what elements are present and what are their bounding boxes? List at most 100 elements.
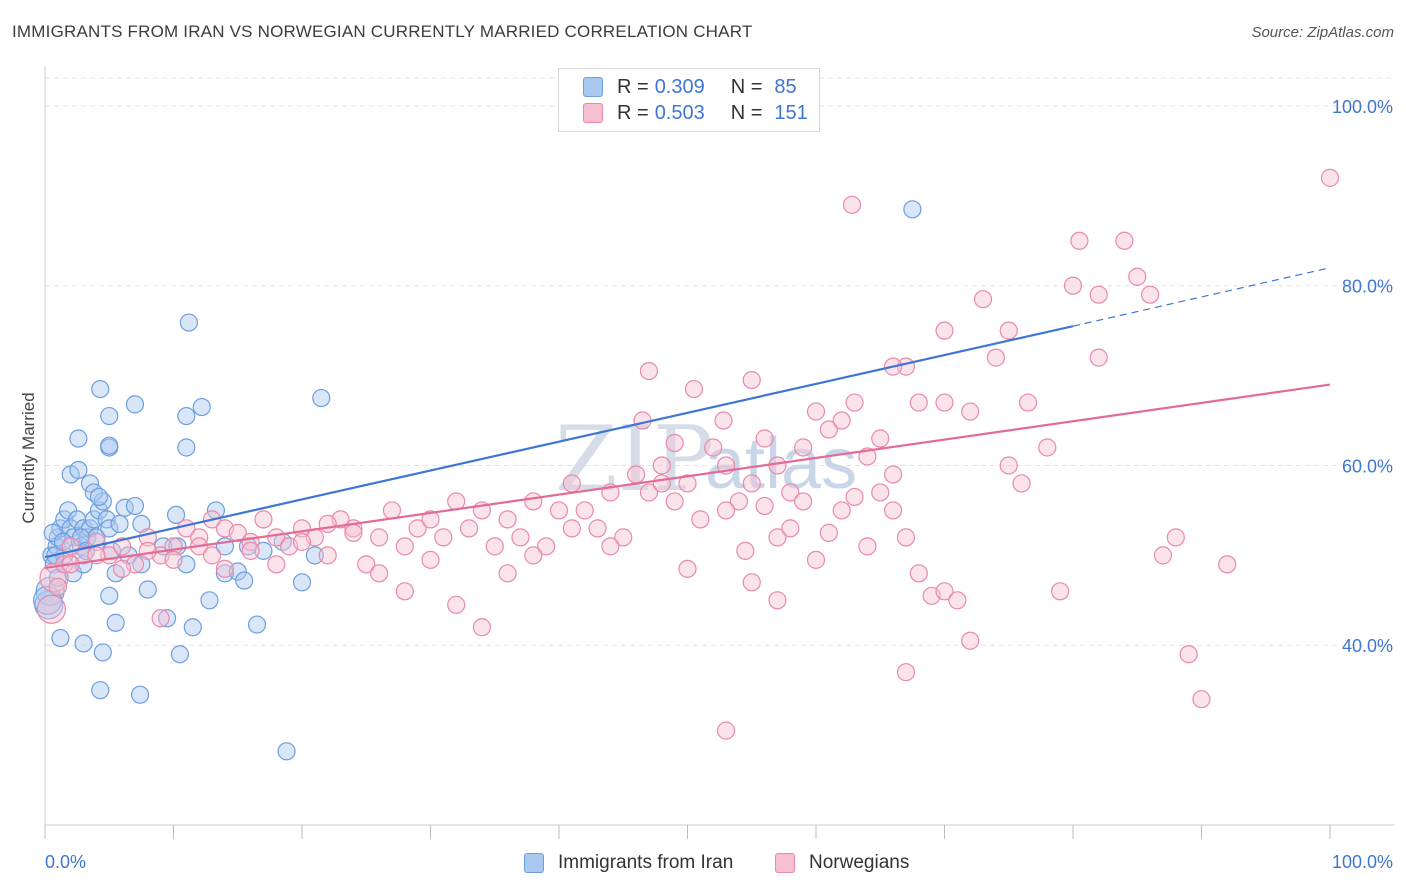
point-norwegians: [948, 591, 967, 610]
trend-line-iran-extension: [1072, 267, 1331, 327]
point-norwegians: [961, 402, 980, 421]
point-norwegians: [614, 528, 633, 547]
legend-item-norwegians[interactable]: Norwegians: [775, 852, 909, 874]
point-norwegians: [48, 577, 67, 596]
point-norwegians: [684, 379, 704, 399]
point-iran: [80, 474, 100, 493]
point-norwegians: [742, 370, 761, 390]
point-norwegians: [36, 594, 67, 624]
point-norwegians: [768, 456, 787, 475]
point-norwegians: [691, 510, 710, 529]
point-norwegians: [1179, 645, 1198, 664]
point-norwegians: [755, 429, 774, 448]
point-norwegians: [742, 573, 761, 592]
point-norwegians: [1070, 231, 1089, 250]
point-norwegians: [678, 474, 697, 493]
point-norwegians: [421, 510, 440, 529]
point-norwegians: [768, 591, 787, 610]
point-norwegians: [421, 550, 440, 569]
point-norwegians: [511, 528, 530, 547]
point-iran: [305, 546, 324, 565]
point-norwegians: [318, 546, 337, 565]
point-norwegians: [241, 541, 260, 560]
point-norwegians: [806, 550, 826, 569]
legend-swatch-norwegians: [583, 103, 603, 123]
point-norwegians: [665, 492, 684, 511]
point-norwegians: [254, 510, 273, 529]
point-iran: [254, 541, 273, 560]
point-norwegians: [164, 550, 183, 569]
point-norwegians: [370, 564, 389, 583]
point-iran: [138, 580, 157, 599]
point-norwegians: [781, 483, 800, 502]
point-norwegians: [871, 483, 890, 502]
point-norwegians: [1012, 474, 1031, 493]
point-norwegians: [1140, 285, 1160, 304]
stats-legend: R = 0.309 N = 85 R = 0.503 N = 151: [558, 68, 820, 132]
point-norwegians: [678, 559, 697, 578]
point-norwegians: [742, 474, 761, 493]
point-norwegians: [896, 528, 916, 547]
point-norwegians: [986, 348, 1006, 367]
point-norwegians: [588, 519, 607, 538]
point-norwegians: [524, 492, 543, 511]
point-norwegians: [498, 510, 517, 529]
legend-r-label: R =: [617, 75, 649, 98]
point-norwegians: [459, 519, 479, 538]
point-norwegians: [267, 528, 286, 547]
point-norwegians: [806, 402, 826, 421]
point-norwegians: [736, 541, 755, 560]
point-norwegians: [716, 501, 736, 520]
series-legend: Immigrants from Iran Norwegians: [0, 852, 1406, 878]
point-iran: [43, 523, 62, 542]
point-norwegians: [549, 501, 569, 520]
legend-label-iran: Immigrants from Iran: [558, 852, 734, 873]
point-iran: [106, 613, 125, 632]
point-norwegians: [562, 519, 581, 538]
point-iran: [55, 510, 74, 529]
point-iran: [179, 313, 199, 332]
point-iran: [125, 496, 145, 516]
point-iran: [91, 681, 110, 700]
point-norwegians: [883, 465, 903, 484]
legend-n-value: 151: [774, 101, 808, 124]
legend-item-iran[interactable]: Immigrants from Iran: [524, 852, 733, 874]
trend-line-iran: [44, 325, 1074, 559]
point-norwegians: [935, 321, 954, 340]
point-norwegians: [1018, 393, 1038, 412]
x-tick-label-left: 0.0%: [45, 852, 86, 872]
point-norwegians: [639, 483, 659, 502]
point-norwegians: [842, 195, 862, 214]
point-norwegians: [652, 474, 671, 493]
point-norwegians: [1320, 168, 1340, 187]
point-norwegians: [1089, 285, 1108, 304]
point-iran: [235, 571, 254, 590]
point-norwegians: [447, 595, 466, 614]
point-iran: [51, 628, 70, 648]
point-iran: [157, 609, 177, 628]
point-norwegians: [1166, 528, 1185, 547]
point-norwegians: [382, 501, 402, 520]
point-iran: [100, 519, 119, 538]
point-iran: [292, 573, 312, 592]
point-norwegians: [639, 362, 659, 381]
point-iran: [100, 436, 119, 455]
point-norwegians: [39, 563, 69, 593]
point-norwegians: [1038, 438, 1057, 457]
point-norwegians: [665, 433, 684, 453]
point-iran: [69, 460, 88, 480]
point-norwegians: [357, 555, 376, 574]
point-iran: [247, 615, 267, 634]
point-norwegians: [999, 321, 1018, 340]
point-norwegians: [485, 537, 504, 556]
grid-lines: [45, 77, 1395, 646]
point-iran: [200, 591, 219, 610]
point-norwegians: [344, 523, 363, 542]
series-norwegians: [36, 168, 1340, 740]
chart-source: Source: ZipAtlas.com: [1251, 24, 1394, 41]
point-norwegians: [408, 519, 427, 538]
point-norwegians: [871, 429, 890, 448]
y-axis-label: Currently Married: [19, 392, 38, 523]
point-norwegians: [845, 487, 864, 507]
